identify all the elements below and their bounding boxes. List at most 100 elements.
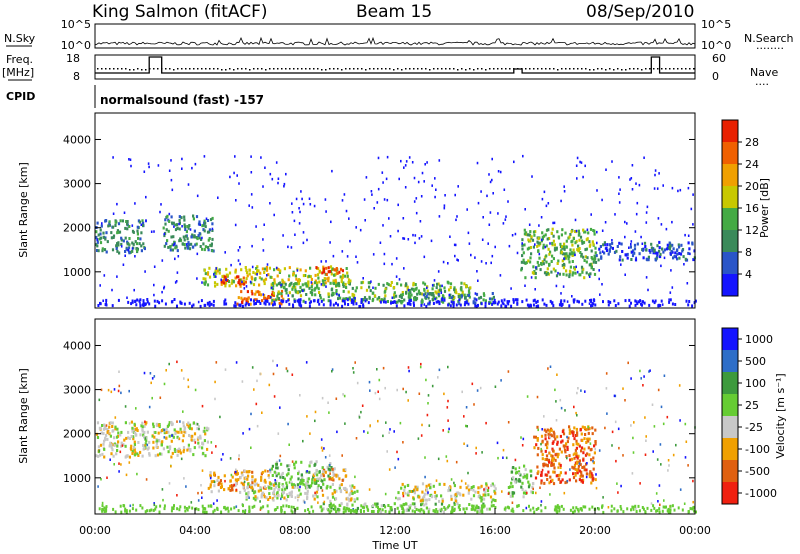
echo-cell (208, 230, 211, 234)
scatter-echo (456, 258, 458, 261)
echo-cell (592, 242, 595, 246)
echo-cell (339, 296, 342, 300)
scatter-echo (395, 275, 398, 278)
scatter-echo (268, 476, 270, 479)
echo-cell (384, 294, 387, 298)
echo-cell (263, 495, 266, 499)
echo-cell (184, 228, 187, 231)
echo-cell (544, 433, 547, 437)
scatter-echo (180, 369, 183, 372)
echo-cell (585, 271, 588, 275)
ground-echo (292, 505, 295, 509)
echo-cell (549, 433, 552, 437)
echo-cell (181, 242, 184, 246)
echo-cell (235, 284, 238, 288)
echo-cell (316, 479, 319, 482)
echo-cell (527, 238, 530, 242)
ground-echo (360, 301, 363, 304)
ground-echo (572, 506, 575, 510)
echo-cell (480, 499, 483, 503)
scatter-echo (497, 212, 499, 215)
echo-cell (275, 283, 278, 287)
echo-cell (579, 251, 582, 254)
echo-cell (659, 255, 662, 259)
echo-cell (102, 235, 105, 239)
scatter-echo (575, 452, 578, 455)
nave-point (457, 69, 459, 71)
echo-cell (530, 235, 533, 239)
ground-echo (507, 302, 510, 306)
echo-cell (425, 498, 428, 502)
echo-cell (202, 451, 205, 455)
echo-cell (202, 223, 205, 227)
echo-cell (669, 244, 672, 248)
echo-cell (474, 490, 477, 494)
echo-cell (296, 486, 299, 489)
echo-cell (545, 244, 548, 248)
echo-cell (254, 272, 257, 276)
echo-cell (659, 252, 662, 256)
echo-cell (526, 247, 529, 251)
echo-cell (633, 251, 636, 255)
echo-cell (332, 478, 335, 482)
echo-cell (202, 442, 205, 446)
ground-echo (514, 298, 517, 302)
echo-cell (188, 247, 192, 251)
echo-cell (242, 282, 246, 286)
ground-echo (529, 303, 532, 307)
ground-echo (516, 302, 519, 306)
echo-cell (346, 274, 349, 278)
echo-cell (314, 273, 317, 277)
echo-cell (289, 282, 292, 286)
echo-cell (546, 237, 549, 241)
ground-echo (443, 298, 446, 302)
scatter-echo (618, 192, 620, 195)
scatter-echo (635, 212, 638, 216)
ground-echo (134, 299, 137, 303)
echo-cell (273, 268, 276, 272)
echo-cell (321, 466, 324, 470)
echo-cell (405, 282, 408, 286)
scatter-echo (384, 492, 387, 496)
scatter-echo (502, 222, 505, 225)
echo-cell (116, 427, 119, 431)
echo-cell (125, 436, 128, 440)
scatter-echo (205, 217, 208, 220)
scatter-echo (580, 161, 583, 164)
echo-cell (337, 510, 340, 513)
echo-cell (197, 234, 200, 238)
echo-cell (271, 298, 274, 302)
echo-cell (96, 249, 99, 252)
scatter-echo (513, 160, 515, 164)
echo-cell (681, 249, 684, 253)
scatter-echo (660, 463, 662, 466)
ground-echo (367, 301, 370, 305)
echo-cell (561, 252, 565, 256)
echo-cell (553, 435, 556, 439)
scatter-echo (499, 274, 502, 277)
echo-cell (298, 290, 301, 294)
echo-cell (338, 486, 341, 490)
colorbar-swatch (722, 274, 738, 297)
echo-cell (566, 440, 569, 444)
echo-cell (541, 439, 544, 443)
echo-cell (163, 244, 166, 248)
echo-cell (245, 492, 248, 496)
echo-cell (235, 482, 238, 486)
echo-cell (406, 493, 409, 497)
echo-cell (335, 267, 338, 270)
echo-cell (153, 435, 156, 439)
ground-echo (541, 298, 544, 302)
echo-cell (293, 486, 296, 489)
ground-echo (285, 300, 288, 304)
ground-echo (199, 304, 202, 308)
ground-echo (522, 509, 525, 513)
ground-echo (124, 507, 127, 511)
echo-cell (183, 428, 186, 432)
nave-point (649, 68, 651, 70)
echo-cell (488, 507, 491, 511)
nave-point (101, 68, 103, 70)
echo-cell (223, 488, 226, 492)
ground-echo (573, 509, 576, 513)
